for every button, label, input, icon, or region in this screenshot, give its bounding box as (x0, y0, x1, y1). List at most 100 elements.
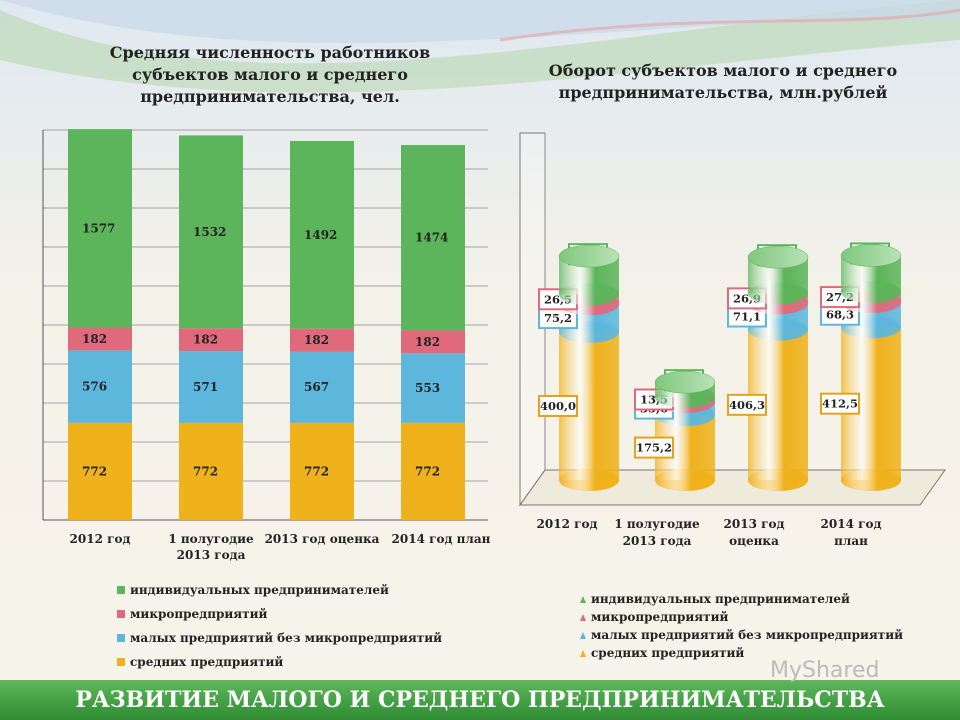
segment-edge (748, 282, 808, 305)
data-label: 71,1 (727, 305, 767, 328)
data-label: 772 (415, 464, 440, 478)
data-label-text: 75,2 (544, 311, 572, 325)
legend-item: малых предприятий без микропредприятий (580, 626, 903, 644)
data-label-text: 400,0 (540, 399, 576, 413)
legend-swatch (580, 631, 586, 639)
legend-swatch (580, 649, 586, 657)
bar-segment (290, 351, 354, 423)
chart1-legend: индивидуальных предпринимателей микропред… (117, 578, 442, 674)
segment-edge (748, 469, 808, 491)
segment-edge (559, 283, 619, 306)
data-label: 772 (82, 464, 107, 478)
data-label: 175,2 (634, 436, 674, 459)
x-tick-label: 1 полугодие (168, 532, 254, 546)
legend-item: индивидуальных предпринимателей (580, 590, 903, 608)
data-label: 1532 (193, 225, 226, 239)
segment-edge (655, 469, 715, 491)
legend-label: средних предприятий (591, 646, 745, 660)
data-label: 400,0 (538, 395, 578, 417)
bar-segment (401, 330, 465, 354)
legend-swatch (117, 658, 125, 666)
legend-swatch (117, 634, 125, 642)
data-label: 182 (82, 332, 107, 346)
cylinder-top (747, 245, 809, 269)
chart1-title: Средняя численность работников субъектов… (109, 43, 431, 106)
legend-item: микропредприятий (580, 608, 903, 626)
data-label: 571 (193, 380, 218, 394)
segment-edge (559, 469, 619, 491)
data-label: 553 (415, 381, 440, 395)
legend-label: индивидуальных предпринимателей (130, 583, 389, 597)
data-label-text: 68,3 (826, 308, 854, 322)
cylinder-top (654, 370, 716, 394)
data-label-box (820, 392, 860, 415)
legend-item: малых предприятий без микропредприятий (117, 626, 442, 650)
x-tick-label: 2013 года (177, 548, 246, 562)
data-label: 1492 (304, 228, 337, 242)
bar-segment (68, 129, 132, 328)
legend-label: средних предприятий (130, 655, 284, 669)
data-label: 1577 (82, 221, 115, 235)
data-label: 772 (193, 464, 218, 478)
x-tick-label: 2013 год (724, 517, 785, 531)
bar-segment (179, 351, 243, 423)
data-label: 406,3 (727, 393, 767, 416)
bar-segment (179, 328, 243, 352)
data-label: 182 (193, 333, 218, 347)
legend-swatch (580, 613, 586, 621)
bar-segment (401, 353, 465, 423)
cylinder-top (558, 244, 620, 268)
data-label-box (727, 393, 767, 416)
data-label-text: 71,1 (733, 310, 761, 324)
x-tick-label: 2012 год (70, 532, 131, 546)
footer-banner: РАЗВИТИЕ МАЛОГО И СРЕДНЕГО ПРЕДПРИНИМАТЕ… (0, 680, 960, 720)
legend-label: микропредприятий (130, 607, 268, 621)
legend-item: средних предприятий (580, 644, 903, 662)
legend-label: малых предприятий без микропредприятий (591, 628, 904, 642)
legend-item: индивидуальных предпринимателей (117, 578, 442, 602)
data-label: 772 (304, 464, 329, 478)
data-label: 182 (304, 333, 329, 347)
bar-segment (290, 328, 354, 352)
legend-label: индивидуальных предпринимателей (591, 592, 850, 606)
segment-edge (841, 281, 901, 304)
bar-segment (290, 422, 354, 520)
data-label: 182 (415, 335, 440, 349)
data-label-box (538, 395, 578, 417)
plot-floor (519, 469, 946, 506)
data-label: 412,5 (820, 392, 860, 415)
bar-segment (68, 422, 132, 520)
x-tick-label: 2012 год (537, 517, 598, 531)
data-label-text: 175,2 (636, 441, 672, 455)
x-tick-label: 2013 год оценка (265, 532, 380, 546)
bar-segment (401, 144, 465, 331)
bar-segment (68, 350, 132, 423)
segment-edge (841, 469, 901, 491)
data-label: 576 (82, 380, 107, 394)
legend-swatch (117, 586, 125, 594)
cylinder-top (840, 244, 902, 267)
bar-segment (68, 327, 132, 351)
x-tick-label: 2013 года (623, 534, 692, 548)
data-label: 1474 (415, 231, 448, 245)
data-label-text: 406,3 (729, 398, 765, 412)
bar-segment (179, 135, 243, 329)
legend-label: микропредприятий (591, 610, 729, 624)
chart2-legend: индивидуальных предпринимателей микропред… (580, 590, 903, 662)
x-tick-label: оценка (729, 534, 779, 548)
bar-segment (401, 422, 465, 520)
watermark-text: MyShared (770, 658, 880, 683)
data-label: 567 (304, 380, 329, 394)
data-label-box (634, 436, 674, 459)
legend-label: малых предприятий без микропредприятий (130, 631, 443, 645)
legend-swatch (580, 595, 586, 603)
legend-swatch (117, 610, 125, 618)
x-tick-label: план (834, 534, 868, 548)
legend-item: микропредприятий (117, 602, 442, 626)
data-label-text: 412,5 (822, 397, 858, 411)
x-tick-label: 2014 год (821, 517, 882, 531)
legend-item: средних предприятий (117, 650, 442, 674)
header-swoosh (0, 0, 960, 93)
watermark: MyShared (770, 658, 879, 683)
